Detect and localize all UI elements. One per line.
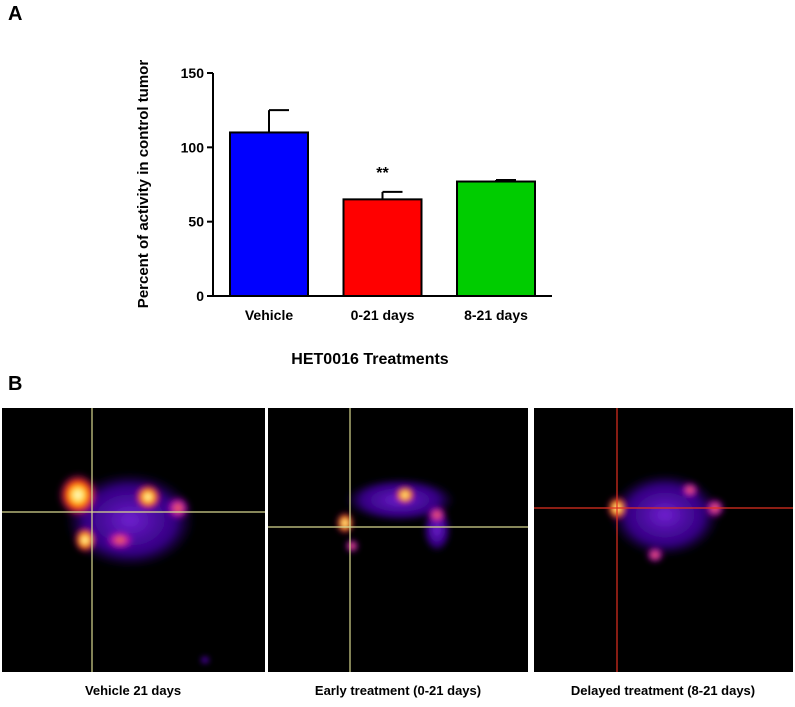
significance-marker: ** [376,165,389,182]
bar [342,198,423,297]
x-tick-label: Vehicle [245,307,293,323]
x-tick-label: 0-21 days [351,307,415,323]
panel-label: B [8,373,22,395]
y-tick-label: 100 [181,139,205,155]
image-caption: Early treatment (0-21 days) [315,683,481,698]
image-panel [534,408,793,672]
image-caption: Delayed treatment (8-21 days) [571,683,755,698]
bar [456,180,536,298]
x-axis-label: HET0016 Treatments [291,351,449,368]
panel-label: A [8,3,22,25]
image-caption: Vehicle 21 days [85,683,181,698]
bar [229,131,309,297]
image-panel [2,408,265,672]
y-tick-label: 0 [196,288,204,304]
image-panel [268,408,528,672]
y-tick-label: 150 [181,65,205,81]
y-axis-label: Percent of activity in control tumor [135,60,152,309]
x-tick-label: 8-21 days [464,307,528,323]
y-tick-label: 50 [188,214,204,230]
